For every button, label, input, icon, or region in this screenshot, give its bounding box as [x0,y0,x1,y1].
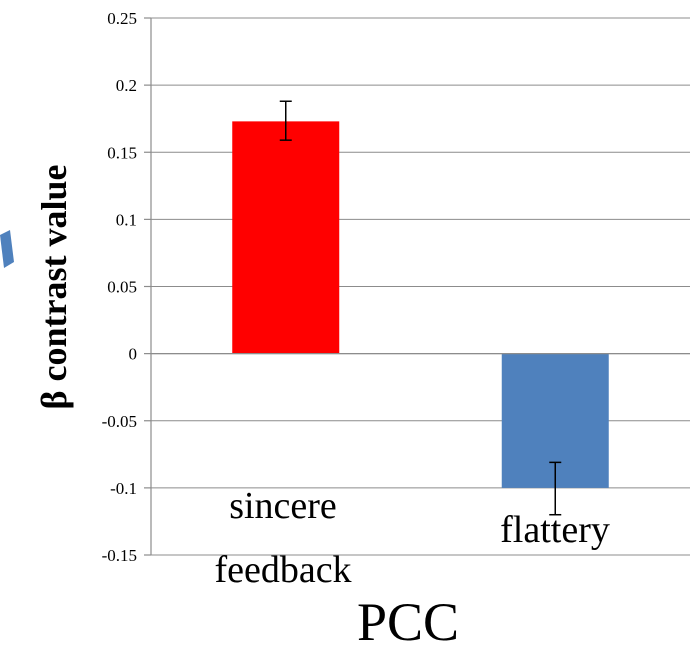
category-label: feedback [214,549,351,591]
category-labels: sincere feedback flattery [214,485,609,591]
axes [150,18,690,555]
y-tick-label: 0 [129,345,138,364]
bar [232,121,340,354]
y-tick-label: -0.15 [102,546,137,565]
y-axis-label: β contrast value [34,165,74,410]
y-tick-label: 0.15 [107,143,137,162]
y-tick-label: 0.05 [107,278,137,297]
category-label: sincere [229,485,337,527]
error-bars [279,100,562,516]
bars [232,121,609,488]
arrow-fragment-icon [0,230,14,268]
x-axis-label: PCC [357,592,459,645]
category-label: flattery [500,509,610,551]
y-tick-label: 0.1 [116,210,137,229]
y-tick-labels: 0.25 0.2 0.15 0.1 0.05 0 -0.05 -0.1 -0.15 [102,9,137,565]
y-tick-label: -0.05 [102,412,137,431]
y-tick-label: 0.2 [116,76,137,95]
y-tick-label: -0.1 [110,479,137,498]
y-tick-label: 0.25 [107,9,137,28]
